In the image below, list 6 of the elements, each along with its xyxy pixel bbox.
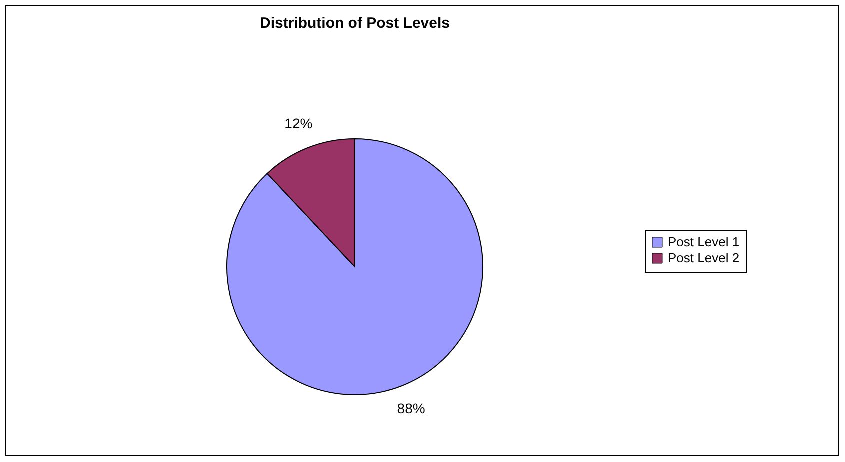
legend-label: Post Level 2 — [668, 250, 740, 266]
pie-slice — [226, 138, 484, 396]
legend-label: Post Level 1 — [668, 234, 740, 250]
data-label: 88% — [397, 400, 426, 416]
chart-title: Distribution of Post Levels — [260, 15, 450, 32]
data-label: 12% — [284, 116, 313, 132]
